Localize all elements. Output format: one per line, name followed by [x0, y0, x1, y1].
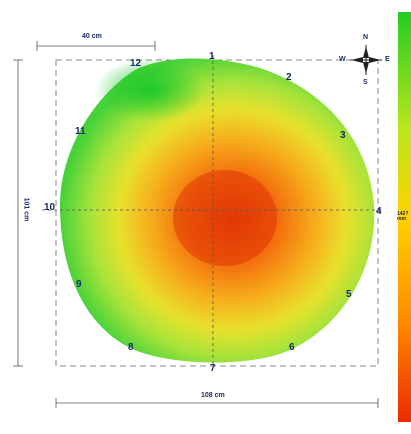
dimension-top-label: 40 cm [82, 33, 102, 40]
position-label: 5 [346, 289, 352, 300]
red-core [173, 170, 277, 266]
compass-west: W [339, 56, 346, 63]
dimension-bottom-label: 108 cm [201, 392, 225, 399]
position-label: 6 [289, 342, 295, 353]
position-label: 10 [44, 202, 56, 213]
dimension-left-label: 101 cm [22, 197, 30, 222]
legend-value-unit: mm [397, 216, 406, 222]
legend-value: 142? mm [397, 212, 411, 222]
compass-rose-icon [350, 45, 382, 75]
compass-north: N [363, 34, 369, 41]
position-label: 7 [210, 363, 216, 374]
position-label: 12 [130, 58, 142, 69]
position-label: 11 [75, 126, 86, 137]
legend-value-number: 142? [397, 211, 409, 217]
compass-east: E [385, 56, 390, 63]
legend-color-bar [398, 12, 411, 422]
position-label: 3 [340, 130, 346, 141]
position-label: 1 [209, 51, 215, 62]
position-label: 8 [128, 342, 134, 353]
position-label: 2 [286, 72, 292, 83]
green-region [95, 58, 205, 122]
position-label: 4 [376, 206, 382, 217]
position-label: 9 [76, 279, 82, 290]
compass-south: S [363, 79, 368, 86]
